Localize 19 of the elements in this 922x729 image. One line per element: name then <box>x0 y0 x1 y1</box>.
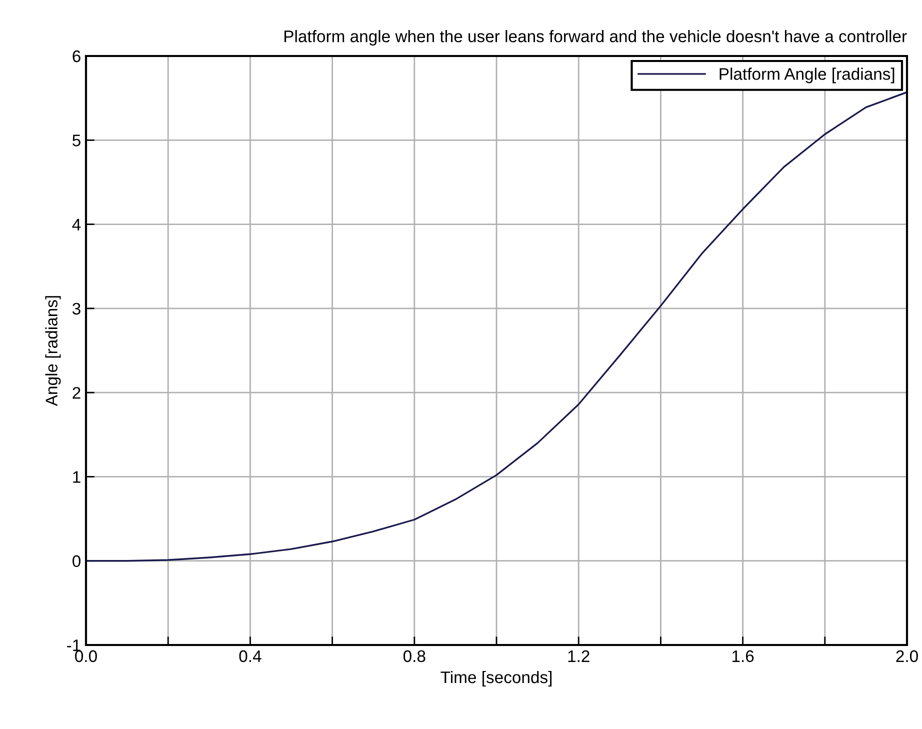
x-axis-title: Time [seconds] <box>440 670 552 686</box>
x-tick-label: 0.4 <box>239 650 262 662</box>
x-tick-label: 1.6 <box>732 650 754 662</box>
y-tick-label: 6 <box>72 50 80 62</box>
y-tick-label: -1 <box>67 640 80 652</box>
y-tick-label: 0 <box>72 555 80 568</box>
x-tick-label: 1.2 <box>568 650 590 662</box>
y-axis-title: Angle [radians] <box>45 296 61 406</box>
y-tick-label: 2 <box>72 386 80 399</box>
line-series <box>86 91 907 562</box>
x-tick-label: 0.8 <box>403 650 426 662</box>
x-tick-label: 0.0 <box>75 650 97 662</box>
legend-label: Platform Angle [radians] <box>720 68 894 84</box>
x-tick-label: 2.0 <box>896 650 918 662</box>
chart-title: Platform angle when the user leans forward and the vehicle doesn't have a controller <box>284 30 907 46</box>
y-tick-label: 4 <box>72 218 81 230</box>
y-tick-label: 3 <box>72 302 80 315</box>
y-tick-label: 5 <box>72 134 80 146</box>
y-tick-label: 1 <box>73 471 80 483</box>
